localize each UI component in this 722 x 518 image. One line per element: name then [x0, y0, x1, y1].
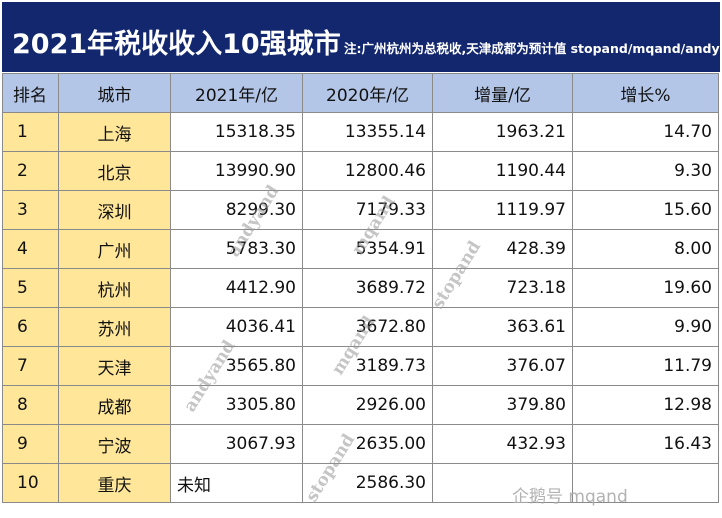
value-2021-cell: 4036.41 [170, 307, 303, 347]
value-2021-cell: 5783.30 [170, 229, 303, 269]
value-2020-cell: 2635.00 [302, 424, 433, 464]
increase-cell: 428.39 [432, 229, 573, 269]
rank-cell: 5 [2, 268, 59, 308]
header-city: 城市 [58, 73, 171, 113]
value-2021-cell: 3565.80 [170, 346, 303, 386]
growth-cell: 15.60 [572, 190, 719, 230]
page-title: 2021年税收收入10强城市 [12, 29, 341, 60]
table-header-row: 排名 城市 2021年/亿 2020年/亿 增量/亿 增长% [2, 73, 719, 113]
growth-cell: 9.30 [572, 151, 719, 191]
growth-cell: 14.70 [572, 112, 719, 152]
increase-cell: 1190.44 [432, 151, 573, 191]
growth-cell [572, 463, 719, 503]
table-row: 2 北京 13990.90 12800.46 1190.44 9.30 [2, 151, 719, 191]
value-2021-cell: 13990.90 [170, 151, 303, 191]
growth-cell: 12.98 [572, 385, 719, 425]
growth-cell: 9.90 [572, 307, 719, 347]
city-cell: 天津 [58, 346, 171, 386]
table-row: 6 苏州 4036.41 3672.80 363.61 9.90 [2, 307, 719, 347]
source-watermark: 企鹅号 mqand [512, 487, 628, 507]
header-growth: 增长% [572, 73, 719, 113]
increase-cell: 376.07 [432, 346, 573, 386]
header-2021: 2021年/亿 [170, 73, 303, 113]
growth-cell: 19.60 [572, 268, 719, 308]
increase-cell: 1119.97 [432, 190, 573, 230]
value-2021-cell: 15318.35 [170, 112, 303, 152]
table-row: 4 广州 5783.30 5354.91 428.39 8.00 [2, 229, 719, 269]
rank-cell: 3 [2, 190, 59, 230]
increase-cell: 432.93 [432, 424, 573, 464]
increase-cell: 363.61 [432, 307, 573, 347]
increase-cell: 1963.21 [432, 112, 573, 152]
title-note: 注:广州杭州为总税收,天津成都为预计值 stopand/mqand/andyan… [344, 41, 722, 56]
value-2020-cell: 5354.91 [302, 229, 433, 269]
value-2020-cell: 13355.14 [302, 112, 433, 152]
table-row: 3 深圳 8299.30 7179.33 1119.97 15.60 [2, 190, 719, 230]
city-cell: 苏州 [58, 307, 171, 347]
increase-cell: 379.80 [432, 385, 573, 425]
value-2020-cell: 3672.80 [302, 307, 433, 347]
table-row: 9 宁波 3067.93 2635.00 432.93 16.43 [2, 424, 719, 464]
growth-cell: 8.00 [572, 229, 719, 269]
increase-cell [432, 463, 573, 503]
rank-cell: 4 [2, 229, 59, 269]
header-increase: 增量/亿 [432, 73, 573, 113]
city-cell: 深圳 [58, 190, 171, 230]
city-cell: 上海 [58, 112, 171, 152]
city-cell: 杭州 [58, 268, 171, 308]
header-2020: 2020年/亿 [302, 73, 433, 113]
table-row: 5 杭州 4412.90 3689.72 723.18 19.60 [2, 268, 719, 308]
value-2020-cell: 12800.46 [302, 151, 433, 191]
value-2021-cell: 3067.93 [170, 424, 303, 464]
value-2020-cell: 3689.72 [302, 268, 433, 308]
value-2021-cell: 8299.30 [170, 190, 303, 230]
table-row: 10 重庆 未知 2586.30 [2, 463, 719, 503]
tax-revenue-table: 排名 城市 2021年/亿 2020年/亿 增量/亿 增长% 1 上海 1531… [2, 73, 719, 503]
rank-cell: 7 [2, 346, 59, 386]
value-2021-cell: 未知 [170, 463, 303, 503]
rank-cell: 8 [2, 385, 59, 425]
rank-cell: 9 [2, 424, 59, 464]
growth-cell: 16.43 [572, 424, 719, 464]
table-row: 7 天津 3565.80 3189.73 376.07 11.79 [2, 346, 719, 386]
city-cell: 宁波 [58, 424, 171, 464]
rank-cell: 1 [2, 112, 59, 152]
title-bar: 2021年税收收入10强城市 注:广州杭州为总税收,天津成都为预计值 stopa… [2, 2, 722, 72]
table-row: 8 成都 3305.80 2926.00 379.80 12.98 [2, 385, 719, 425]
city-cell: 北京 [58, 151, 171, 191]
value-2021-cell: 4412.90 [170, 268, 303, 308]
city-cell: 成都 [58, 385, 171, 425]
value-2020-cell: 2926.00 [302, 385, 433, 425]
rank-cell: 2 [2, 151, 59, 191]
value-2020-cell: 2586.30 [302, 463, 433, 503]
growth-cell: 11.79 [572, 346, 719, 386]
city-cell: 重庆 [58, 463, 171, 503]
table-row: 1 上海 15318.35 13355.14 1963.21 14.70 [2, 112, 719, 152]
rank-cell: 6 [2, 307, 59, 347]
value-2020-cell: 7179.33 [302, 190, 433, 230]
rank-cell: 10 [2, 463, 59, 503]
header-rank: 排名 [2, 73, 59, 113]
city-cell: 广州 [58, 229, 171, 269]
value-2020-cell: 3189.73 [302, 346, 433, 386]
